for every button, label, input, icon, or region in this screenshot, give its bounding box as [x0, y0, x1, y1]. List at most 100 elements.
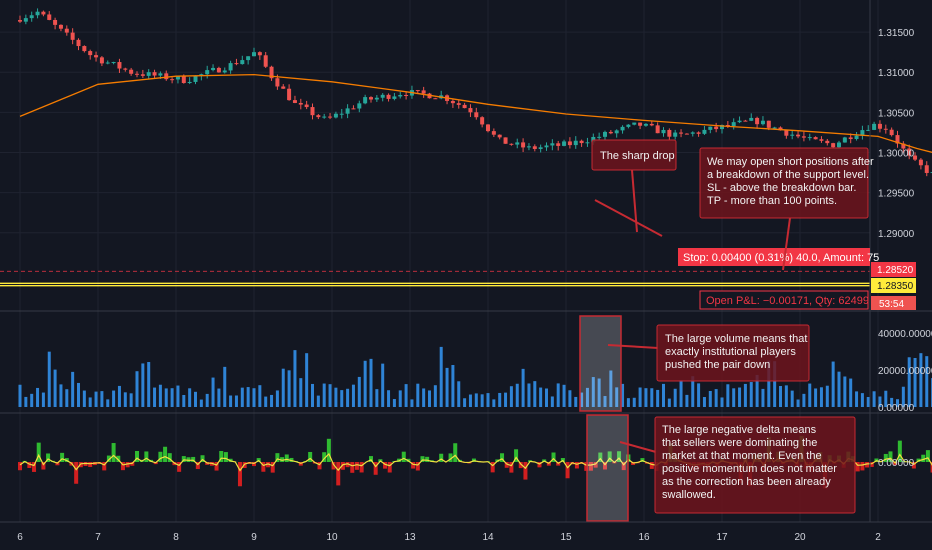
volume-bar [36, 387, 40, 407]
candle-body [35, 11, 40, 16]
candle-body [257, 52, 262, 56]
volume-bar [287, 370, 291, 407]
annotation-short-positions[interactable]: We may open short positions after a break… [699, 147, 874, 271]
candle-body [819, 139, 824, 141]
delta-bar-negative [869, 462, 874, 467]
delta-bar-negative [266, 462, 271, 468]
volume-bar [779, 386, 782, 407]
annotation-large-volume[interactable]: The large volume means that exactly insti… [607, 324, 810, 382]
volume-highlight-box [579, 315, 622, 412]
candle-body [53, 19, 58, 25]
time-tick-label: 10 [326, 532, 338, 543]
volume-bar [53, 369, 57, 407]
volume-bar [217, 388, 221, 407]
candle-body [930, 172, 932, 174]
annotation-sharp-drop[interactable]: The sharp drop [591, 139, 677, 237]
delta-bar-negative [855, 462, 860, 472]
delta-bar-positive [420, 456, 425, 462]
volume-bar [796, 399, 800, 407]
volume-bar [673, 388, 677, 407]
candle-body [842, 137, 847, 143]
volume-bar [679, 380, 683, 407]
volume-bar [416, 383, 420, 407]
annotation-line: We may open short positions after [707, 156, 874, 168]
volume-bar [814, 388, 818, 407]
candle-body [333, 113, 338, 118]
delta-axis[interactable]: 0.00000 [878, 458, 915, 469]
price-tick-label: 1.29500 [878, 189, 915, 200]
volume-bar [738, 387, 742, 407]
volume-bar [264, 396, 268, 407]
open-position-label[interactable] [699, 290, 869, 310]
stop-order-label[interactable] [678, 248, 870, 266]
volume-bar [404, 384, 408, 407]
volume-bar [258, 385, 262, 407]
candle-body [837, 142, 841, 148]
candle-body [345, 108, 350, 114]
candle-body [503, 137, 508, 144]
candle-body [328, 116, 333, 118]
delta-bar-positive [322, 452, 327, 462]
countdown-badge [871, 296, 916, 310]
volume-axis[interactable]: 40000.00000 20000.00000 0.00000 [878, 329, 932, 414]
volume-pane [18, 346, 932, 407]
volume-bar [644, 388, 648, 407]
candle-body [187, 81, 192, 84]
candle-body [111, 62, 116, 64]
delta-bar-positive [36, 442, 41, 462]
stop-price-badge-label: 1.28520 [877, 265, 914, 276]
delta-bar-negative [345, 462, 350, 468]
stop-price-badge [871, 262, 916, 277]
candle-body [497, 134, 502, 138]
delta-bar-positive [106, 455, 111, 462]
volume-bar [135, 371, 139, 407]
sharp-drop-box [591, 139, 677, 171]
volume-bar [445, 367, 449, 407]
candle-body [532, 146, 537, 149]
delta-bar-negative [214, 462, 219, 471]
volume-bar [41, 392, 45, 407]
annotation-line: TP - more than 100 points. [707, 195, 837, 207]
candle-body [661, 129, 666, 134]
candle-body [205, 70, 210, 75]
candle-body [240, 60, 245, 65]
annotation-negative-delta[interactable]: The large negative delta means that selle… [619, 416, 856, 514]
candle-body [573, 140, 578, 146]
volume-bar [632, 397, 636, 407]
volume-bar [761, 388, 765, 407]
volume-bar [702, 397, 706, 407]
candle-body [292, 100, 297, 103]
volume-bar [621, 383, 625, 407]
volume-bar [837, 371, 841, 407]
delta-bar-positive [167, 453, 172, 462]
price-axis[interactable]: 1.31500 1.31000 1.30500 1.30000 1.29500 1.290… [878, 28, 915, 240]
volume-bar [585, 387, 589, 407]
volume-bar [82, 390, 86, 407]
volume-bar [819, 387, 823, 407]
volume-bar [732, 388, 736, 407]
delta-bar-negative [504, 462, 509, 468]
volume-bar [205, 393, 209, 407]
time-tick-label: 9 [251, 532, 257, 543]
candle-body [275, 78, 280, 87]
time-axis[interactable]: 6 7 8 9 10 13 14 15 16 17 20 2 [17, 532, 881, 543]
current-price-badge-label: 1.28350 [877, 281, 914, 292]
candle-body [649, 123, 654, 126]
delta-bar-negative [537, 462, 542, 468]
volume-bar [463, 398, 467, 407]
delta-bar-negative [860, 462, 865, 471]
candle-body [807, 137, 812, 139]
time-tick-label: 7 [95, 532, 101, 543]
volume-bar [550, 396, 554, 407]
volume-bar [153, 387, 157, 407]
volume-bar [164, 388, 168, 407]
volume-bar [539, 387, 543, 407]
candle-body [322, 116, 327, 118]
volume-bar [322, 383, 326, 407]
volume-bar [480, 394, 484, 407]
delta-bar-positive [439, 453, 444, 462]
volume-bar [556, 383, 560, 407]
delta-bar-negative [523, 462, 528, 480]
volume-bar [603, 396, 607, 407]
volume-bar [468, 394, 472, 407]
